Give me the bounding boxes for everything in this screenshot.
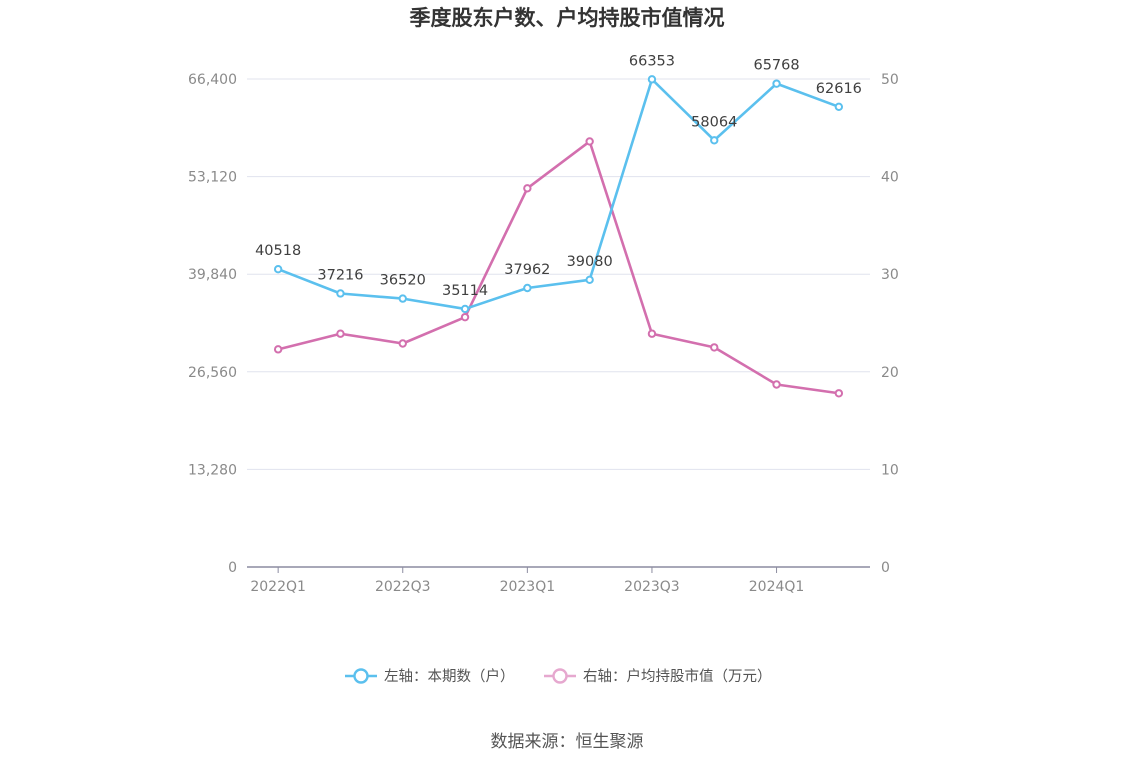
legend-marker [552, 668, 568, 684]
data-point [647, 75, 657, 84]
right-tick-label: 0 [881, 560, 890, 576]
data-point [273, 265, 283, 274]
data-label: 37962 [504, 262, 550, 278]
right-tick-label: 10 [881, 462, 899, 478]
data-point [460, 304, 470, 314]
data-label: 40518 [255, 243, 301, 259]
data-point [834, 389, 844, 398]
right-tick-label: 30 [881, 267, 899, 283]
data-labels: 40518 37216 36520 35114 37962 39080 66353 58064… [255, 53, 862, 299]
data-label: 35114 [442, 283, 488, 299]
legend-item[interactable]: 右轴：户均持股市值（万元） [544, 668, 772, 685]
data-point [772, 79, 781, 88]
legend-marker [353, 668, 369, 684]
series-line [277, 78, 840, 311]
data-label: 37216 [317, 267, 363, 283]
left-tick-label: 66,400 [188, 72, 237, 88]
data-label: 39080 [567, 254, 613, 270]
right-tick-label: 40 [881, 170, 899, 186]
left-tick-label: 39,840 [188, 267, 237, 283]
right-tick-label: 50 [881, 72, 899, 88]
series-line [277, 140, 840, 395]
x-tick-label: 2023Q3 [624, 579, 680, 595]
data-point [585, 137, 594, 146]
data-point [834, 102, 844, 112]
left-tick-label: 0 [228, 560, 237, 576]
x-tick-label: 2024Q1 [749, 579, 805, 595]
data-point [585, 275, 594, 284]
legend[interactable]: 左轴：本期数（户） 右轴：户均持股市值（万元） [345, 668, 772, 685]
data-point [710, 136, 719, 145]
series-layer [273, 75, 844, 398]
legend-item[interactable]: 左轴：本期数（户） [345, 668, 515, 685]
data-point [336, 289, 345, 298]
source-note: 数据来源：恒生聚源 [491, 732, 644, 752]
x-tick-label: 2022Q3 [375, 579, 431, 595]
legend-label: 左轴：本期数（户） [384, 668, 515, 685]
data-point [336, 329, 345, 338]
x-tick-label: 2022Q1 [250, 579, 306, 595]
data-point [523, 184, 532, 193]
left-tick-label: 53,120 [188, 170, 237, 186]
x-tick-label: 2023Q1 [500, 579, 556, 595]
data-point [398, 339, 407, 348]
axes: 0 0 13,280 10 26,560 20 39,840 30 53,120 40 66,400… [188, 72, 899, 595]
data-point [460, 312, 470, 322]
data-point [772, 380, 781, 389]
chart-title: 季度股东户数、户均持股市值情况 [410, 6, 725, 30]
left-tick-label: 13,280 [188, 462, 237, 478]
legend-label: 右轴：户均持股市值（万元） [583, 668, 772, 685]
data-label: 58064 [691, 114, 737, 130]
data-label: 66353 [629, 53, 675, 69]
data-point [523, 283, 532, 293]
data-label: 36520 [380, 273, 426, 289]
data-label: 65768 [753, 58, 799, 74]
right-tick-label: 20 [881, 365, 899, 381]
grid [247, 78, 870, 470]
data-point [273, 345, 283, 354]
data-point [647, 329, 657, 338]
data-point [398, 294, 407, 303]
left-tick-label: 26,560 [188, 365, 237, 381]
data-label: 62616 [816, 81, 862, 97]
data-point [710, 343, 719, 352]
